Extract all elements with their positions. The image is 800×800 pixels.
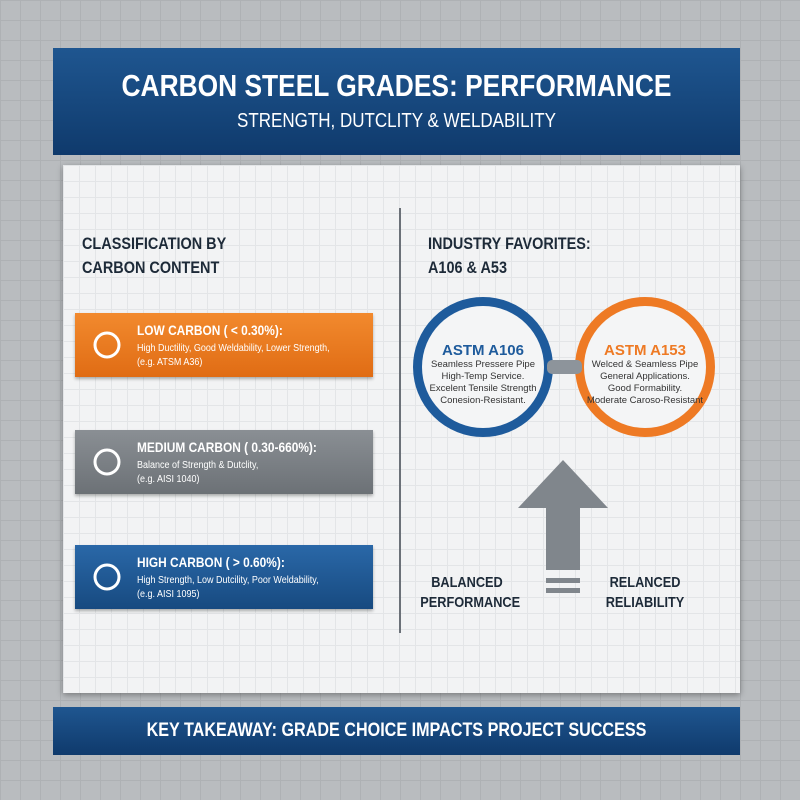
grade-circle: ASTM A106 Seamless Pressere Pipe High-Temp… xyxy=(422,306,544,428)
label-line: PERFORMANCE xyxy=(420,594,521,611)
circle-line: High-Temp Service. xyxy=(441,371,525,382)
connector xyxy=(547,360,582,374)
circle-line: Excelent Tensile Strength xyxy=(429,383,537,394)
card-title: HIGH CARBON ( > 0.60%): xyxy=(137,554,285,570)
heading-line: A106 & A53 xyxy=(428,258,507,277)
label-line: BALANCED xyxy=(431,574,503,591)
arrow-bar xyxy=(546,588,580,593)
icon xyxy=(93,331,121,359)
left-heading: CLASSIFICATION BY CARBON CONTENT xyxy=(82,232,226,280)
grade-circle: ASTM A153 Welced & Seamless Pipe General A… xyxy=(584,306,706,428)
divider xyxy=(399,208,401,633)
circle-title: ASTM A106 xyxy=(442,342,524,359)
heading-line: CLASSIFICATION BY xyxy=(82,234,227,253)
card-line: (e.g. AISI 1095) xyxy=(137,589,200,600)
heading-line: CARBON CONTENT xyxy=(82,258,220,277)
card-line: (e.g. AISI 1040) xyxy=(137,474,200,485)
label: BALANCED PERFORMANCE xyxy=(420,573,521,613)
card-title: LOW CARBON ( < 0.30%): xyxy=(137,322,283,338)
icon xyxy=(93,448,121,476)
title: CARBON STEEL GRADES: PERFORMANCE xyxy=(121,68,672,103)
card-line: High Ductility, Good Weldability, Lower … xyxy=(137,343,330,354)
label: RELANCED RELIABILITY xyxy=(598,573,692,613)
card-line: High Strength, Low Dutcility, Poor Welda… xyxy=(137,575,319,586)
right-heading: INDUSTRY FAVORITES: A106 & A53 xyxy=(428,232,591,280)
footer-text: KEY TAKEAWAY: GRADE CHOICE IMPACTS PROJE… xyxy=(146,720,647,741)
grade-card: HIGH CARBON ( > 0.60%): High Strength, Lo… xyxy=(75,545,373,609)
circle-line: Moderate Caroso-Resistant xyxy=(586,395,704,406)
circle-title: ASTM A153 xyxy=(604,342,686,359)
subtitle: STRENGTH, DUTCLITY & WELDABILITY xyxy=(237,110,556,132)
label-line: RELANCED xyxy=(609,574,681,591)
circle-line: Welced & Seamless Pipe xyxy=(591,359,699,370)
label-line: RELIABILITY xyxy=(605,594,685,611)
footer: KEY TAKEAWAY: GRADE CHOICE IMPACTS PROJE… xyxy=(53,707,740,755)
circle-line: Seamless Pressere Pipe xyxy=(430,359,536,370)
circle-line: General Applications. xyxy=(600,371,690,382)
card-line: (e.g. ATSM A36) xyxy=(137,357,203,368)
circle-line: Good Formability. xyxy=(607,383,683,394)
icon xyxy=(93,563,121,591)
header: CARBON STEEL GRADES: PERFORMANCE STRENGT… xyxy=(53,48,740,155)
arrow-bar xyxy=(546,578,580,583)
grade-card: MEDIUM CARBON ( 0.30-660%): Balance of St… xyxy=(75,430,373,494)
circle-line: Conesion-Resistant. xyxy=(440,395,526,406)
grade-card: LOW CARBON ( < 0.30%): High Ductility, Go… xyxy=(75,313,373,377)
heading-line: INDUSTRY FAVORITES: xyxy=(428,234,591,253)
card-title: MEDIUM CARBON ( 0.30-660%): xyxy=(137,439,317,455)
card-line: Balance of Strength & Dutclity, xyxy=(137,460,259,471)
arrow xyxy=(518,460,608,570)
